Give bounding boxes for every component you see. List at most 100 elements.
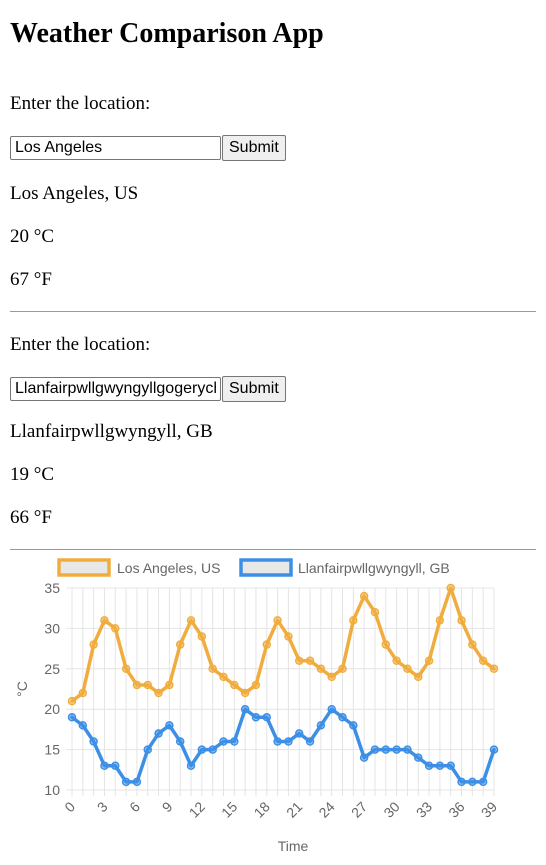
x-tick-label: 9 — [159, 798, 176, 815]
data-point[interactable] — [132, 680, 142, 690]
data-point[interactable] — [381, 745, 391, 754]
data-point[interactable] — [262, 713, 272, 722]
data-point[interactable] — [111, 761, 120, 771]
data-point[interactable] — [446, 583, 455, 593]
data-point[interactable] — [370, 607, 380, 617]
data-point[interactable] — [478, 777, 488, 787]
data-point[interactable] — [424, 761, 434, 771]
data-point[interactable] — [327, 704, 336, 714]
data-point[interactable] — [424, 656, 434, 665]
data-point[interactable] — [478, 656, 488, 665]
x-tick-label: 6 — [126, 798, 143, 815]
location-input-1[interactable] — [10, 136, 221, 160]
temperature-celsius-1: 20 °C — [10, 226, 55, 247]
data-point[interactable] — [316, 664, 326, 674]
data-point[interactable] — [154, 729, 163, 738]
data-point[interactable] — [89, 640, 98, 649]
data-point[interactable] — [240, 688, 250, 698]
data-point[interactable] — [132, 777, 142, 787]
data-point[interactable] — [403, 664, 412, 674]
data-point[interactable] — [349, 721, 358, 730]
legend-swatch — [239, 558, 293, 577]
y-tick-label: 35 — [44, 580, 60, 596]
data-point[interactable] — [489, 664, 499, 674]
data-point[interactable] — [197, 745, 207, 754]
data-point[interactable] — [294, 656, 304, 665]
data-point[interactable] — [251, 713, 261, 722]
data-point[interactable] — [121, 664, 131, 674]
data-point[interactable] — [338, 713, 347, 722]
data-point[interactable] — [186, 616, 196, 625]
data-point[interactable] — [403, 745, 412, 754]
data-point[interactable] — [67, 696, 77, 706]
data-point[interactable] — [305, 737, 315, 746]
data-point[interactable] — [111, 624, 120, 633]
data-point[interactable] — [78, 721, 88, 730]
y-tick-label: 25 — [44, 661, 60, 677]
data-point[interactable] — [154, 688, 163, 698]
x-tick-label: 24 — [315, 798, 337, 820]
data-point[interactable] — [165, 680, 174, 690]
data-point[interactable] — [327, 672, 336, 682]
data-point[interactable] — [208, 745, 217, 754]
data-point[interactable] — [457, 777, 466, 787]
data-point[interactable] — [414, 672, 423, 682]
data-point[interactable] — [78, 688, 88, 698]
data-point[interactable] — [230, 680, 239, 690]
data-point[interactable] — [392, 745, 401, 754]
data-point[interactable] — [230, 737, 239, 746]
data-point[interactable] — [208, 664, 217, 674]
data-point[interactable] — [197, 632, 207, 641]
data-point[interactable] — [359, 591, 369, 601]
data-point[interactable] — [414, 753, 423, 762]
divider-2 — [10, 549, 536, 550]
data-point[interactable] — [294, 729, 304, 738]
submit-button-1[interactable]: Submit — [222, 135, 286, 161]
data-point[interactable] — [219, 737, 228, 746]
data-point[interactable] — [89, 737, 98, 746]
data-point[interactable] — [273, 737, 282, 746]
data-point[interactable] — [175, 640, 185, 649]
data-point[interactable] — [305, 656, 315, 665]
data-point[interactable] — [446, 761, 455, 771]
data-point[interactable] — [121, 777, 131, 787]
data-point[interactable] — [349, 616, 358, 625]
data-point[interactable] — [262, 640, 272, 649]
data-point[interactable] — [251, 680, 261, 690]
data-point[interactable] — [165, 721, 174, 730]
x-axis-label: Time — [278, 838, 309, 854]
data-point[interactable] — [468, 777, 477, 787]
data-point[interactable] — [457, 616, 466, 625]
legend-label: Los Angeles, US — [117, 560, 221, 576]
legend-item-1[interactable]: Los Angeles, US — [57, 558, 221, 577]
data-point[interactable] — [240, 704, 250, 714]
legend-item-2[interactable]: Llanfairpwllgwyngyll, GB — [239, 558, 450, 577]
data-point[interactable] — [435, 616, 445, 625]
data-point[interactable] — [284, 632, 293, 641]
data-point[interactable] — [338, 664, 347, 674]
data-point[interactable] — [381, 640, 391, 649]
location-input-2[interactable] — [10, 377, 221, 401]
data-point[interactable] — [489, 745, 499, 754]
result-location-1: Los Angeles, US — [10, 183, 139, 204]
data-point[interactable] — [186, 761, 196, 771]
data-point[interactable] — [435, 761, 445, 771]
series-2 — [67, 704, 499, 787]
data-point[interactable] — [143, 680, 152, 690]
data-point[interactable] — [175, 737, 185, 746]
data-point[interactable] — [359, 753, 369, 762]
data-point[interactable] — [370, 745, 380, 754]
data-point[interactable] — [316, 721, 326, 730]
series-1 — [67, 583, 499, 706]
data-point[interactable] — [219, 672, 228, 682]
data-point[interactable] — [100, 616, 109, 625]
data-point[interactable] — [468, 640, 477, 649]
submit-button-2[interactable]: Submit — [222, 376, 286, 402]
data-point[interactable] — [392, 656, 401, 665]
data-point[interactable] — [100, 761, 109, 771]
data-point[interactable] — [143, 745, 152, 754]
data-point[interactable] — [67, 713, 77, 722]
data-point[interactable] — [273, 616, 282, 625]
temperature-celsius-2: 19 °C — [10, 464, 55, 485]
data-point[interactable] — [284, 737, 293, 746]
